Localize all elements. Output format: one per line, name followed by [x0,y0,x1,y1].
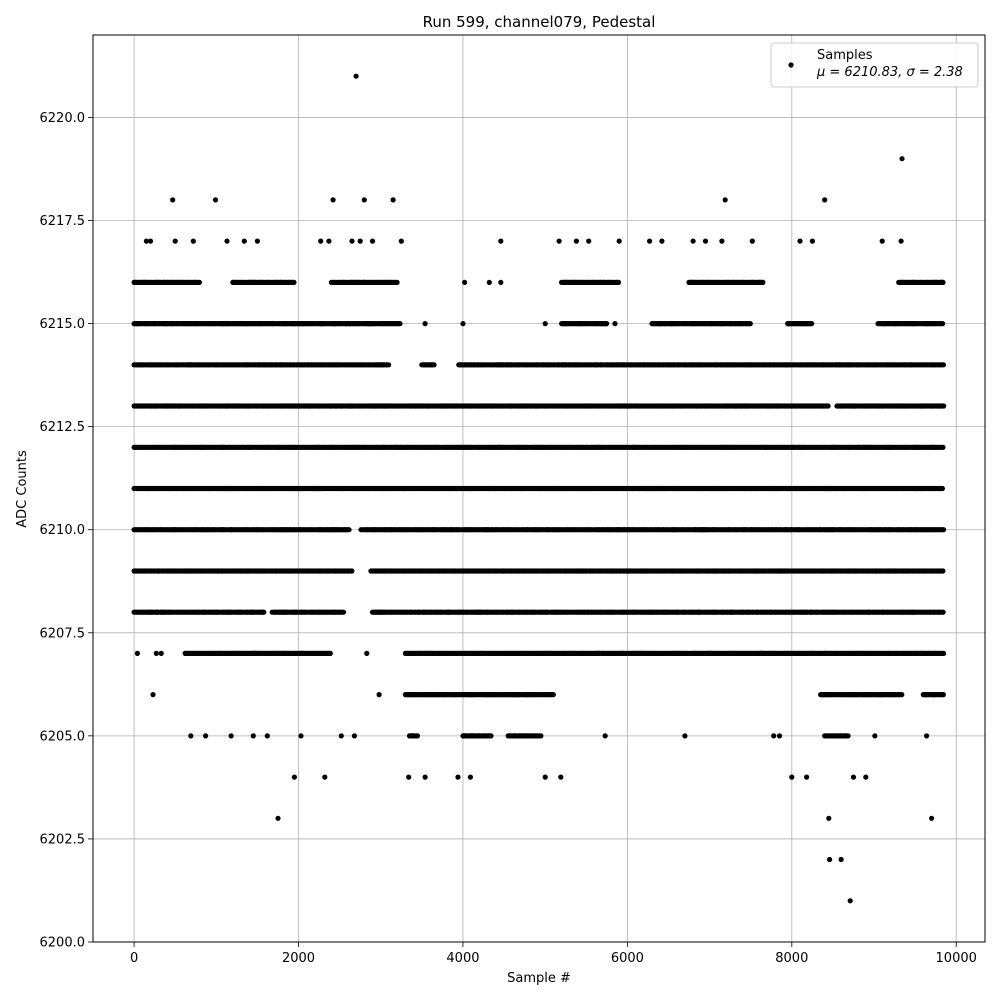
data-point [432,362,437,367]
data-point [349,568,354,573]
data-point [940,568,945,573]
data-point [941,403,946,408]
data-point [941,610,946,615]
data-point [826,403,831,408]
data-point [346,527,351,532]
data-point [386,362,391,367]
data-point [940,486,945,491]
data-point [341,610,346,615]
data-point [940,445,945,450]
data-point [261,610,266,615]
data-point [941,527,946,532]
